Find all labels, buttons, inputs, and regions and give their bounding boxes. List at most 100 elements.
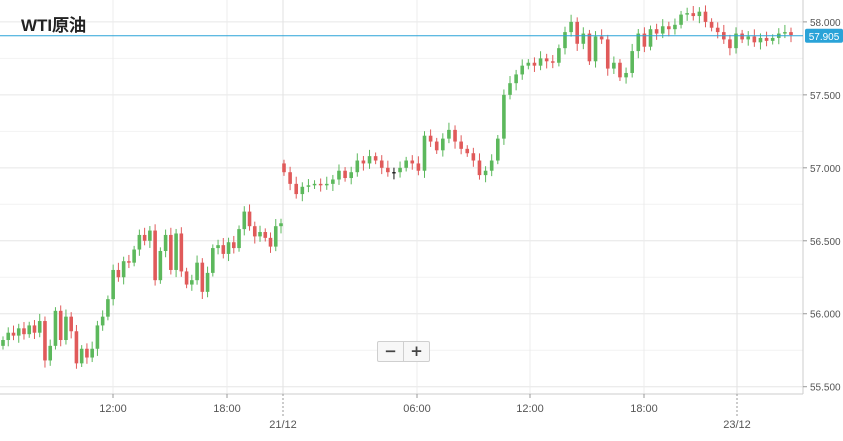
- candle-body: [593, 36, 598, 62]
- candle-body: [734, 33, 738, 49]
- candle-body: [648, 29, 653, 47]
- y-axis-labels: 55.500 56.000 56.500 57.000 57.500 58.000: [803, 18, 841, 394]
- candle-body: [587, 33, 592, 62]
- candle: [722, 24, 726, 44]
- candle-body: [495, 138, 500, 161]
- candle-body: [459, 141, 463, 149]
- candle-body: [367, 156, 372, 164]
- candle: [392, 167, 396, 180]
- chart-title: WTI原油: [21, 16, 87, 35]
- candle: [6, 327, 11, 347]
- candle: [734, 27, 738, 54]
- candle: [728, 34, 732, 56]
- candle: [37, 313, 42, 338]
- candle-body: [306, 185, 311, 187]
- candle-body: [624, 72, 628, 78]
- candle: [85, 343, 89, 364]
- candle-body: [148, 230, 152, 241]
- candle: [605, 34, 610, 76]
- candle-body: [58, 310, 63, 341]
- candle-body: [642, 33, 647, 47]
- candle-body: [379, 160, 384, 168]
- candle: [752, 29, 757, 47]
- candle-body: [132, 249, 136, 263]
- candle: [660, 19, 665, 39]
- candle-body: [282, 163, 286, 173]
- candle-body: [483, 170, 488, 176]
- zoom-in-button[interactable]: +: [403, 342, 429, 361]
- candle: [441, 133, 445, 157]
- candle: [642, 27, 647, 53]
- candle: [740, 29, 744, 44]
- candle-body: [331, 179, 335, 184]
- candle: [654, 23, 659, 40]
- candle-body: [715, 27, 720, 33]
- candle: [624, 67, 628, 84]
- candle-body: [569, 21, 573, 33]
- candle: [789, 27, 793, 43]
- candle-body: [263, 232, 268, 238]
- candle-body: [79, 348, 84, 364]
- candle-body: [247, 211, 252, 227]
- candle-body: [373, 156, 378, 161]
- candle: [471, 147, 476, 167]
- candle: [355, 153, 360, 177]
- zoom-out-button[interactable]: −: [378, 342, 403, 361]
- candle-body: [361, 160, 366, 164]
- candle: [691, 5, 696, 21]
- candle-body: [441, 138, 445, 151]
- candle: [447, 122, 451, 144]
- candle-body: [324, 183, 329, 186]
- current-price-badge: [805, 28, 843, 43]
- candle-body: [612, 62, 616, 69]
- candle: [538, 51, 543, 71]
- x-tick-label: 12:00: [99, 403, 127, 415]
- candle: [137, 229, 142, 256]
- candle: [282, 159, 286, 176]
- candle-body: [752, 36, 757, 43]
- candle-body: [53, 310, 58, 346]
- candle-body: [137, 234, 142, 250]
- candle: [337, 164, 341, 185]
- candle-body: [489, 160, 494, 171]
- candle-body: [153, 230, 157, 281]
- candle-body: [355, 160, 360, 173]
- candle: [526, 59, 531, 70]
- candle: [612, 56, 616, 74]
- candle: [563, 26, 567, 55]
- candle-body: [318, 183, 323, 186]
- candle-body: [179, 233, 184, 272]
- candle: [361, 155, 366, 171]
- candle: [11, 325, 16, 341]
- candle-body: [1, 340, 5, 346]
- candle-body: [758, 37, 763, 43]
- candle-body: [288, 172, 292, 184]
- candle: [69, 312, 73, 339]
- candle: [422, 131, 427, 178]
- candle-body: [764, 37, 769, 41]
- candle-body: [740, 33, 744, 40]
- candle-body: [697, 11, 702, 17]
- candle: [43, 316, 47, 368]
- candle-body: [6, 332, 11, 341]
- candle: [294, 176, 299, 199]
- grid-lines: [0, 0, 803, 394]
- candle: [132, 245, 136, 267]
- candle-body: [216, 245, 220, 249]
- candle: [205, 266, 210, 298]
- candle-body: [563, 32, 567, 49]
- candle: [74, 324, 79, 369]
- candle-body: [447, 129, 451, 139]
- candle-body: [22, 328, 26, 335]
- candle: [410, 155, 415, 170]
- candle-body: [279, 223, 283, 227]
- candle: [247, 204, 252, 231]
- candle-body: [477, 160, 482, 176]
- candle-body: [398, 167, 402, 173]
- candle-body: [294, 183, 299, 195]
- candle-body: [205, 272, 210, 292]
- candle-body: [85, 348, 89, 358]
- candle-body: [252, 226, 257, 237]
- candle: [318, 178, 323, 192]
